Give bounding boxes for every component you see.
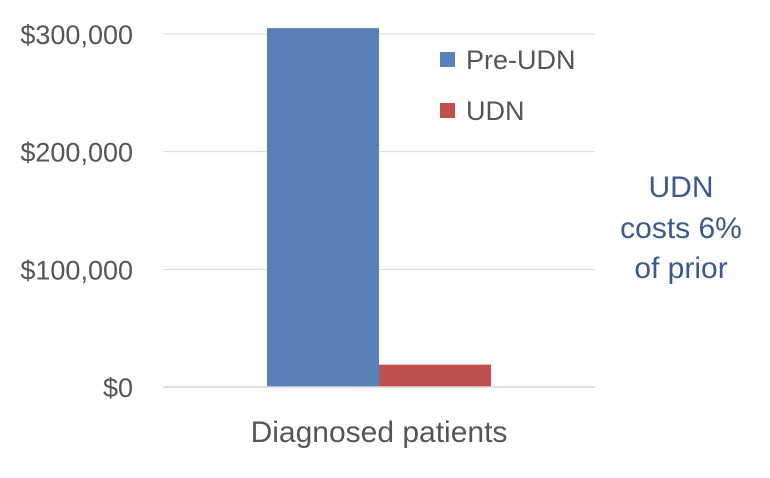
bar-pre-udn (267, 28, 379, 387)
annotation-line: costs 6% (620, 212, 742, 245)
y-tick-label: $200,000 (20, 138, 133, 168)
bars (267, 28, 491, 387)
y-axis-tick-labels: $0 $100,000 $200,000 $300,000 (20, 20, 133, 403)
bar-udn (379, 364, 491, 387)
legend-swatch (440, 103, 455, 118)
y-tick-label: $0 (103, 373, 133, 403)
legend-label: Pre-UDN (466, 45, 576, 75)
x-category-label: Diagnosed patients (251, 416, 508, 449)
x-axis-category-labels: Diagnosed patients (251, 416, 508, 449)
legend-label: UDN (466, 96, 525, 126)
y-tick-label: $100,000 (20, 255, 133, 285)
annotation-line: UDN (649, 171, 714, 204)
legend: Pre-UDN UDN (440, 45, 576, 126)
y-tick-label: $300,000 (20, 20, 133, 50)
annotation-line: of prior (634, 252, 727, 285)
legend-swatch (440, 52, 455, 67)
annotation: UDN costs 6% of prior (620, 171, 742, 285)
